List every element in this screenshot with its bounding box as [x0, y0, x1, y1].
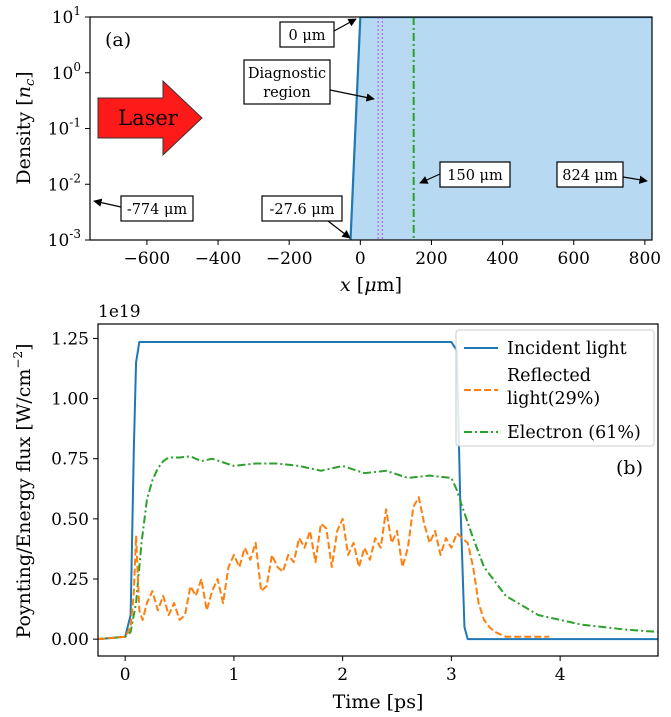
annotation-minus774um: -774 μm: [93, 195, 194, 222]
svg-text:150 μm: 150 μm: [447, 168, 503, 184]
density-xtick-label: 400: [486, 249, 518, 269]
flux-xtick-label: 4: [555, 665, 566, 685]
flux-ytick-label: 0.00: [51, 630, 89, 650]
flux-xlabel: Time [ps]: [333, 691, 424, 713]
annotation-150um: 150 μm: [419, 161, 511, 188]
density-xtick-label: −600: [124, 249, 171, 269]
density-xtick-label: 0: [355, 249, 366, 269]
series-line-2: [98, 455, 658, 641]
density-xtick-label: 800: [629, 249, 661, 269]
flux-plot-frame: [97, 323, 659, 657]
density-xtick-label: 600: [558, 249, 590, 269]
density-ytick-label: 10-3: [48, 227, 81, 251]
density-xtick-label: 200: [415, 249, 447, 269]
density-ytick-label: 10-2: [48, 171, 81, 195]
laser-label: Laser: [118, 106, 179, 130]
laser-arrow-shape: [97, 79, 203, 157]
legend-label-reflected-2: light(29%): [507, 389, 600, 409]
density-ytick-label: 10-1: [48, 116, 81, 140]
density-ylabel: Density [nc]: [13, 71, 38, 184]
flux-xtick-label: 3: [446, 665, 457, 685]
density-profile-line: [349, 17, 652, 240]
flux-ytick-label: 1.00: [51, 390, 89, 410]
flux-panel: 0 1 2 3 4 0.00 0.25 0.50 0.75 1.00 1.25 1e19 (b) I…: [11, 302, 659, 713]
flux-ytick-label: 1.25: [51, 329, 89, 349]
density-panel-label: (a): [105, 29, 131, 51]
svg-text:824 μm: 824 μm: [562, 168, 618, 184]
svg-text:-774 μm: -774 μm: [127, 202, 188, 218]
flux-xtick-label: 0: [120, 665, 131, 685]
annotation-diagnostic-region: Diagnostic region: [243, 59, 375, 105]
flux-xtick-label: 2: [337, 665, 348, 685]
flux-ytick-label: 0.50: [51, 510, 89, 530]
density-xtick-label: −400: [195, 249, 242, 269]
density-ytick-label: 100: [52, 60, 81, 84]
legend-label-incident: Incident light: [507, 339, 627, 359]
svg-text:0 μm: 0 μm: [288, 28, 325, 44]
flux-ytick-label: 0.75: [51, 450, 89, 470]
density-ytick-label: 101: [52, 4, 81, 28]
svg-text:-27.6 μm: -27.6 μm: [270, 202, 335, 218]
flux-multiplier: 1e19: [98, 302, 141, 322]
series-line-1: [98, 496, 550, 641]
flux-legend: Incident light Reflected light(29%) Elec…: [455, 329, 655, 447]
annotation-824um: 824 μm: [556, 161, 648, 188]
density-xlabel: x [μm]: [340, 274, 402, 296]
legend-label-electron: Electron (61%): [507, 423, 641, 443]
flux-panel-label: (b): [616, 457, 643, 479]
series-line-0: [98, 341, 658, 641]
density-fill: [350, 17, 652, 240]
svg-text:Diagnostic: Diagnostic: [248, 66, 326, 82]
svg-text:region: region: [263, 85, 311, 101]
flux-ylabel: Poynting/Energy flux [W/cm−2]: [11, 343, 35, 638]
legend-label-reflected: Reflected: [507, 366, 591, 386]
flux-ytick-label: 0.25: [51, 570, 89, 590]
laser-arrow: Laser: [97, 79, 203, 157]
density-panel: −600 −400 −200 0 200 400 600 800 10-3 10-2 10-1 100…: [13, 4, 661, 296]
flux-xtick-label: 1: [229, 665, 240, 685]
annotation-minus27um: -27.6 μm: [261, 195, 351, 239]
density-xtick-label: −200: [266, 249, 313, 269]
annotation-0um: 0 μm: [279, 18, 357, 48]
legend-frame: [455, 329, 655, 447]
